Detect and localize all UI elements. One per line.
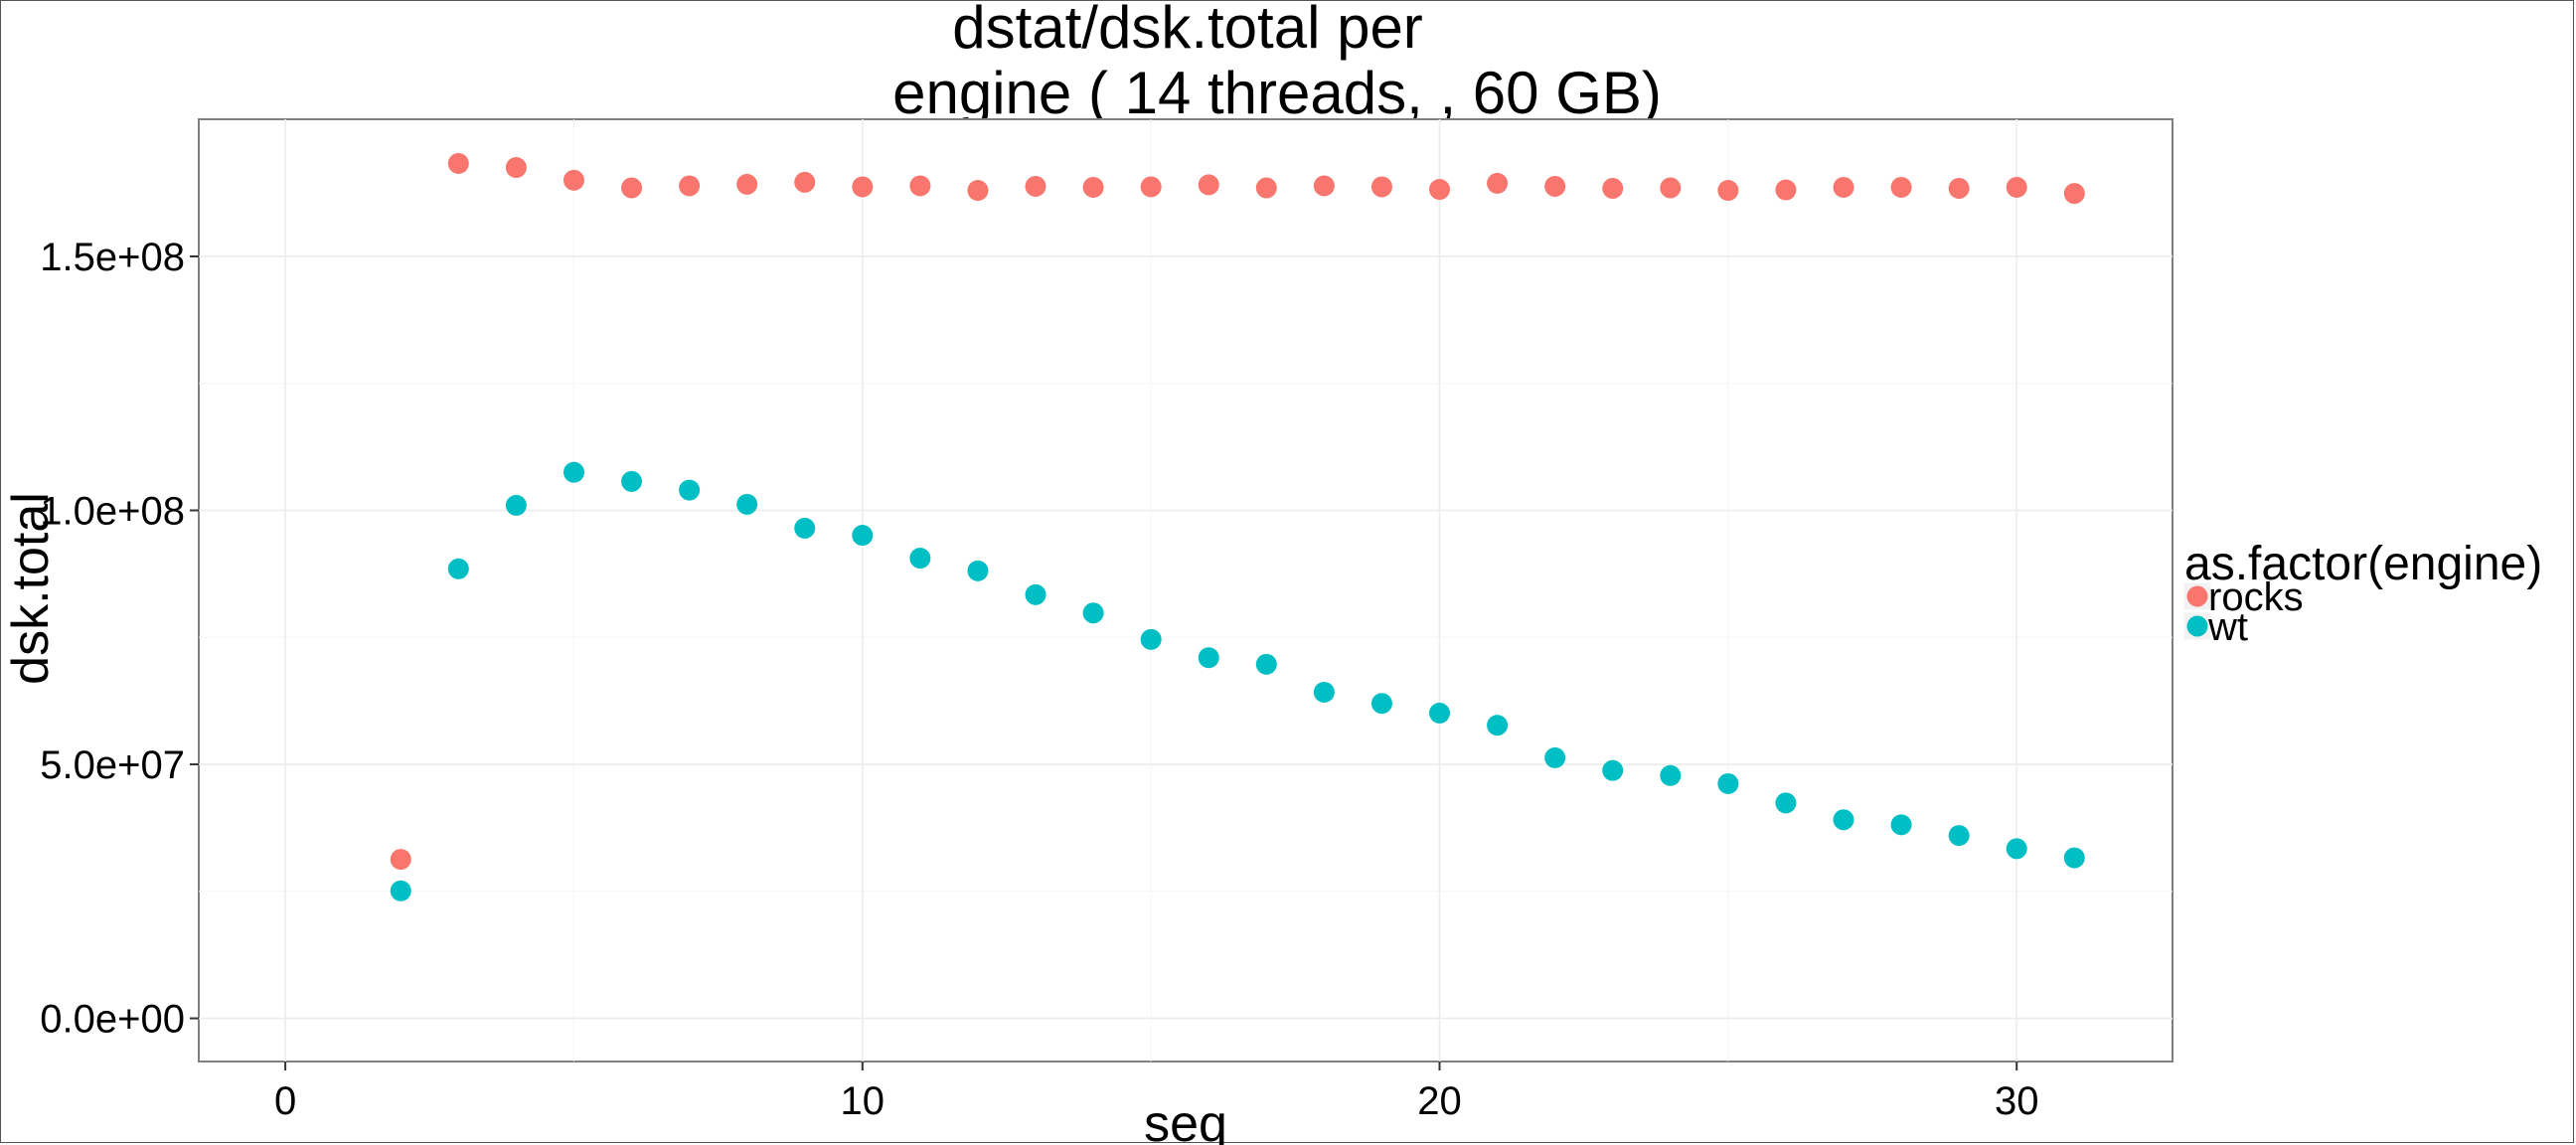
rocks-point xyxy=(1370,176,1392,198)
y-tick-label: 0.0e+00 xyxy=(40,998,185,1042)
x-axis-title: seq xyxy=(1144,1095,1227,1145)
wt-point xyxy=(2063,847,2085,869)
rocks-point xyxy=(1082,176,1104,198)
series-rocks xyxy=(390,152,2085,871)
chart-title-line-1: dstat/dsk.total per xyxy=(952,0,1423,61)
rocks-point xyxy=(1255,177,1277,199)
rocks-point xyxy=(621,177,643,199)
chart-title-line-2: engine ( 14 threads, , 60 GB) xyxy=(892,60,1662,126)
wt-point xyxy=(1370,693,1392,715)
rocks-point xyxy=(1140,176,1162,198)
rocks-point xyxy=(679,175,701,197)
x-axis-ticks: 0 10 20 30 xyxy=(274,1062,2038,1123)
rocks-point xyxy=(1717,180,1739,202)
wt-point xyxy=(447,558,469,579)
x-tick-label: 20 xyxy=(1417,1079,1462,1123)
legend-marker-wt xyxy=(2186,615,2208,637)
wt-point xyxy=(505,494,527,516)
legend-item-rocks: rocks xyxy=(2182,575,2304,619)
wt-point xyxy=(909,548,931,570)
y-axis-title: dsk.total xyxy=(2,492,60,685)
legend-item-wt: wt xyxy=(2182,605,2248,649)
wt-point xyxy=(1140,628,1162,650)
wt-point xyxy=(1487,715,1509,736)
wt-point xyxy=(563,461,584,483)
rocks-point xyxy=(967,180,989,202)
wt-point xyxy=(1890,814,1912,836)
wt-point xyxy=(736,493,758,515)
wt-point xyxy=(1082,602,1104,624)
wt-point xyxy=(1948,825,1970,847)
wt-point xyxy=(2006,838,2027,860)
rocks-point xyxy=(794,171,816,193)
y-tick-label: 1.5e+08 xyxy=(40,236,185,279)
rocks-point xyxy=(2006,176,2027,198)
rocks-point xyxy=(1313,175,1335,197)
wt-point xyxy=(621,470,643,492)
rocks-point xyxy=(1775,179,1797,201)
wt-point xyxy=(794,517,816,539)
y-tick-label: 1.0e+08 xyxy=(40,490,185,534)
legend-label-wt: wt xyxy=(2207,605,2248,649)
wt-point xyxy=(390,880,411,901)
rocks-point xyxy=(447,152,469,174)
grid-lines xyxy=(199,119,2173,1062)
legend-title: as.factor(engine) xyxy=(2184,538,2542,590)
plot-panel xyxy=(198,118,2174,1063)
rocks-point xyxy=(736,173,758,195)
wt-point xyxy=(1833,809,1854,831)
rocks-point xyxy=(1890,176,1912,198)
rocks-point xyxy=(390,849,411,871)
rocks-point xyxy=(1660,177,1682,199)
wt-point xyxy=(967,560,989,581)
wt-point xyxy=(1198,647,1219,669)
wt-point xyxy=(1717,772,1739,794)
wt-point xyxy=(1775,792,1797,814)
rocks-point xyxy=(909,175,931,197)
rocks-point xyxy=(2063,183,2085,205)
wt-point xyxy=(1544,746,1566,768)
rocks-point xyxy=(1948,178,1970,200)
x-tick-label: 0 xyxy=(274,1079,296,1123)
rocks-point xyxy=(563,169,584,191)
legend-marker-rocks xyxy=(2186,585,2208,607)
rocks-point xyxy=(1833,176,1854,198)
x-tick-label: 10 xyxy=(841,1079,886,1123)
data-points xyxy=(390,152,2085,901)
wt-point xyxy=(1660,764,1682,786)
y-tick-label: 5.0e+07 xyxy=(40,743,185,787)
rocks-point xyxy=(1487,172,1509,194)
rocks-point xyxy=(1544,175,1566,197)
series-wt xyxy=(390,461,2085,901)
wt-point xyxy=(1255,653,1277,675)
wt-point xyxy=(679,479,701,501)
x-tick-label: 30 xyxy=(1995,1079,2039,1123)
rocks-point xyxy=(1429,179,1451,201)
wt-point xyxy=(1025,583,1046,605)
rocks-point xyxy=(1602,178,1624,200)
wt-point xyxy=(1313,681,1335,703)
wt-point xyxy=(852,525,874,547)
rocks-point xyxy=(852,176,874,198)
legend-label-rocks: rocks xyxy=(2208,575,2304,619)
rocks-point xyxy=(505,157,527,179)
y-axis-ticks: 0.0e+00 5.0e+07 1.0e+08 1.5e+08 xyxy=(40,236,199,1042)
wt-point xyxy=(1429,702,1451,724)
rocks-point xyxy=(1198,174,1219,196)
rocks-point xyxy=(1025,175,1046,197)
wt-point xyxy=(1602,759,1624,781)
